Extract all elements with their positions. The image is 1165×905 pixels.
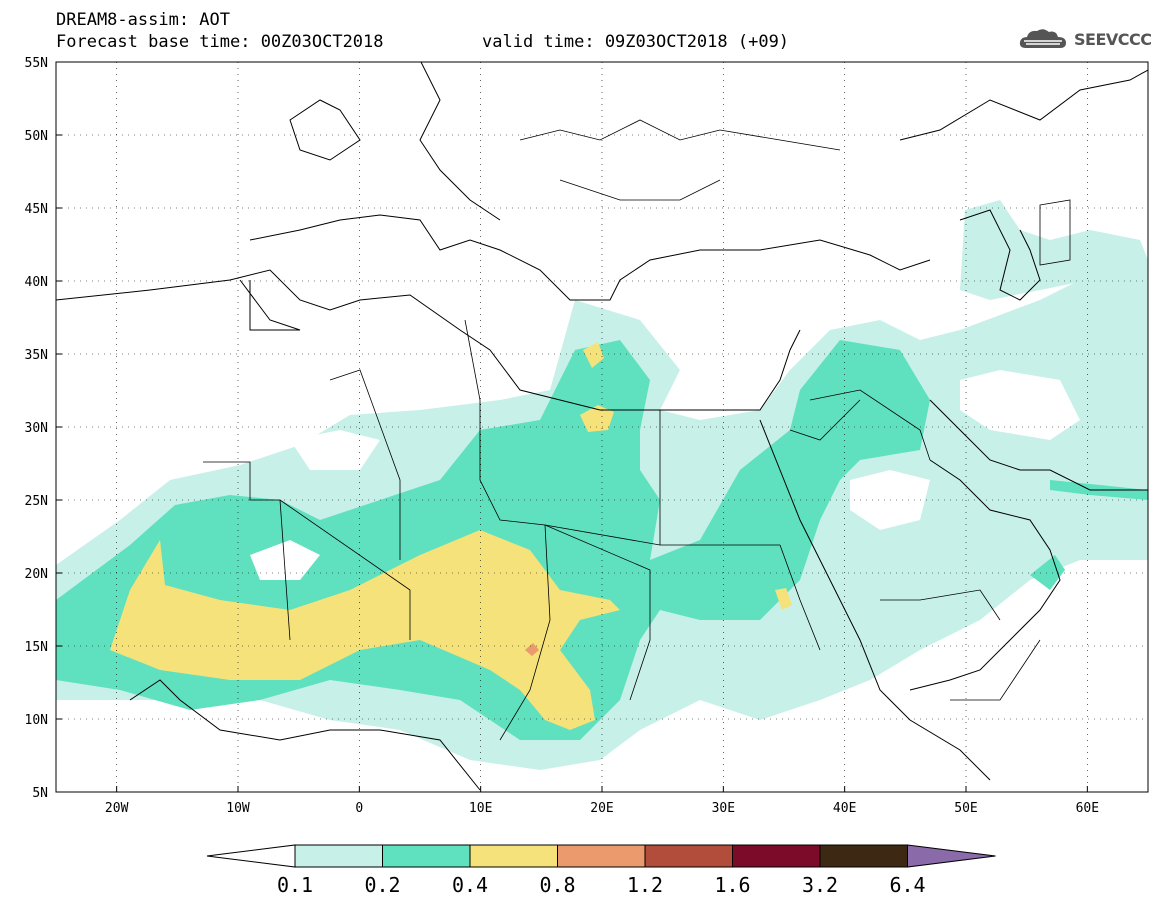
colorbar-bin <box>644 844 733 868</box>
y-tick-label: 55N <box>25 56 48 71</box>
aot-gap-iran <box>960 370 1080 440</box>
y-tick-label: 45N <box>25 202 48 217</box>
colorbar-label: 0.4 <box>452 873 488 897</box>
aot-field <box>56 200 1148 770</box>
y-tick-label: 15N <box>25 640 48 655</box>
colorbar-bin <box>469 844 558 868</box>
coastlines <box>56 62 1148 791</box>
x-tick-label: 30E <box>712 801 735 816</box>
x-tick-label: 60E <box>1076 801 1099 816</box>
x-tick-label: 20E <box>590 801 613 816</box>
y-tick-label: 25N <box>25 494 48 509</box>
aot-contour-0.4-libya2 <box>580 405 614 432</box>
logo-text: SEEVCCC <box>1074 29 1152 49</box>
seevccc-logo: SEEVCCC <box>1018 26 1152 52</box>
y-tick-label: 30N <box>25 421 48 436</box>
map-title: DREAM8-assim: AOT <box>56 10 230 30</box>
aot-contour-0.8 <box>525 643 539 656</box>
grid-lines <box>56 62 1148 792</box>
colorbar-overflow-arrow <box>907 844 996 868</box>
y-tick-label: 20N <box>25 567 48 582</box>
colorbar-underflow-arrow <box>206 844 296 868</box>
aot-contour-0.4 <box>110 530 620 730</box>
aot-contour-0.2-oman <box>1030 555 1065 590</box>
colorbar-bin <box>819 844 908 868</box>
x-tick-label: 10W <box>226 801 250 816</box>
x-tick-label: 10E <box>469 801 492 816</box>
aot-contour-0.4-sudan <box>775 588 792 610</box>
aot-contour-0.1-caspian <box>960 200 1148 300</box>
x-tick-label: 40E <box>833 801 856 816</box>
y-tick-label: 50N <box>25 129 48 144</box>
colorbar-bin <box>294 844 383 868</box>
y-tick-label: 5N <box>32 786 48 801</box>
valid-time: valid time: 09Z03OCT2018 (+09) <box>482 32 790 52</box>
aot-gap-sahara <box>250 540 320 580</box>
x-tick-label: 20W <box>105 801 129 816</box>
colorbar-label: 1.2 <box>627 873 663 897</box>
borders <box>203 119 1071 741</box>
colorbar-bin <box>557 844 646 868</box>
colorbar-bin <box>382 844 471 868</box>
forecast-base-time: Forecast base time: 00Z03OCT2018 <box>56 32 384 52</box>
y-tick-label: 35N <box>25 348 48 363</box>
colorbar-label: 0.2 <box>364 873 400 897</box>
aot-gap-nafrica <box>290 430 380 470</box>
colorbar-label: 0.8 <box>539 873 575 897</box>
x-tick-label: 50E <box>954 801 977 816</box>
colorbar-label: 1.6 <box>714 873 750 897</box>
colorbar-label: 6.4 <box>889 873 925 897</box>
aot-contour-0.4-libya1 <box>583 342 604 368</box>
colorbar-bin <box>732 844 821 868</box>
cloud-icon <box>1019 29 1066 48</box>
y-tick-label: 40N <box>25 275 48 290</box>
x-axis: 20W 10W 0 10E 20E 30E 40E 50E 60E <box>105 786 1099 816</box>
colorbar-label: 0.1 <box>277 873 313 897</box>
y-tick-label: 10N <box>25 713 48 728</box>
x-tick-label: 0 <box>355 801 363 816</box>
y-axis: 55N 50N 45N 40N 35N 30N 25N 20N 15N 10N 5N <box>25 56 62 801</box>
colorbar-label: 3.2 <box>802 873 838 897</box>
